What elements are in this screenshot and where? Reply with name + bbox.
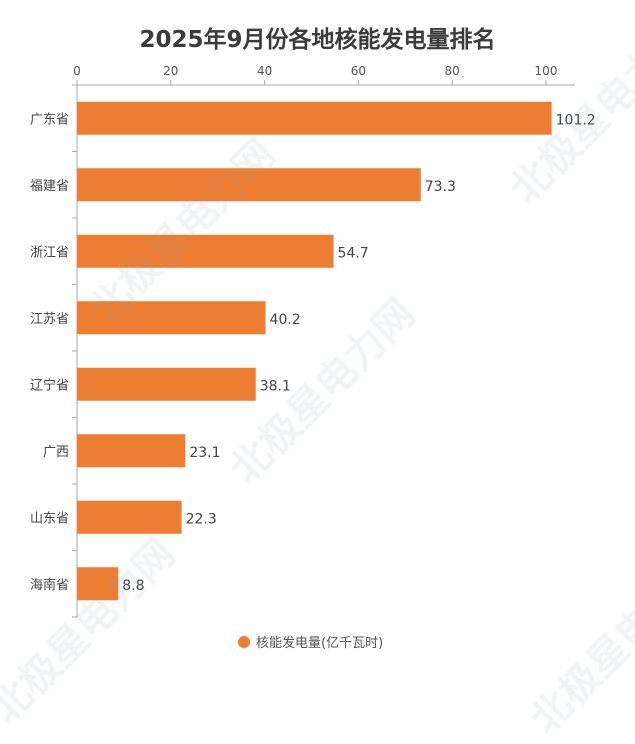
bar-chart: 0 20 40 60 80 100 广东省 101.2 福建省 73.3 浙江省 54.7 江苏省 40.… bbox=[30, 64, 596, 618]
bar bbox=[77, 101, 552, 135]
x-tick-label: 80 bbox=[445, 64, 460, 78]
data-label: 22.3 bbox=[186, 511, 217, 527]
legend[interactable]: 核能发电量(亿千瓦时) bbox=[238, 632, 383, 651]
data-label: 40.2 bbox=[270, 312, 301, 328]
data-label: 54.7 bbox=[338, 245, 369, 261]
data-label: 38.1 bbox=[260, 378, 291, 394]
data-label: 23.1 bbox=[189, 445, 220, 461]
y-tick-label: 广西 bbox=[43, 445, 69, 460]
y-tick-label: 辽宁省 bbox=[30, 377, 69, 393]
bar bbox=[77, 434, 186, 468]
data-label: 8.8 bbox=[122, 578, 144, 594]
x-tick-label: 0 bbox=[73, 64, 81, 78]
x-tick-label: 40 bbox=[257, 64, 272, 78]
y-tick-label: 山东省 bbox=[30, 511, 69, 526]
x-tick-label: 20 bbox=[163, 64, 178, 78]
legend-marker bbox=[238, 635, 250, 648]
y-tick-label: 浙江省 bbox=[30, 245, 69, 260]
data-label: 101.2 bbox=[556, 112, 596, 128]
x-tick-label: 100 bbox=[535, 64, 558, 78]
bar bbox=[77, 567, 119, 601]
bar bbox=[77, 168, 421, 202]
bar bbox=[77, 234, 334, 268]
bar bbox=[77, 500, 182, 534]
data-label: 73.3 bbox=[425, 179, 456, 195]
bar bbox=[77, 367, 256, 401]
x-tick-label: 60 bbox=[351, 64, 366, 78]
bar bbox=[77, 301, 266, 335]
y-tick-label: 海南省 bbox=[30, 577, 69, 593]
legend-label: 核能发电量(亿千瓦时) bbox=[256, 636, 384, 651]
chart-title: 2025年9月份各地核能发电量排名 bbox=[139, 27, 496, 53]
y-tick-label: 福建省 bbox=[30, 179, 69, 194]
y-tick-label: 江苏省 bbox=[30, 311, 69, 327]
y-tick-label: 广东省 bbox=[30, 112, 69, 127]
